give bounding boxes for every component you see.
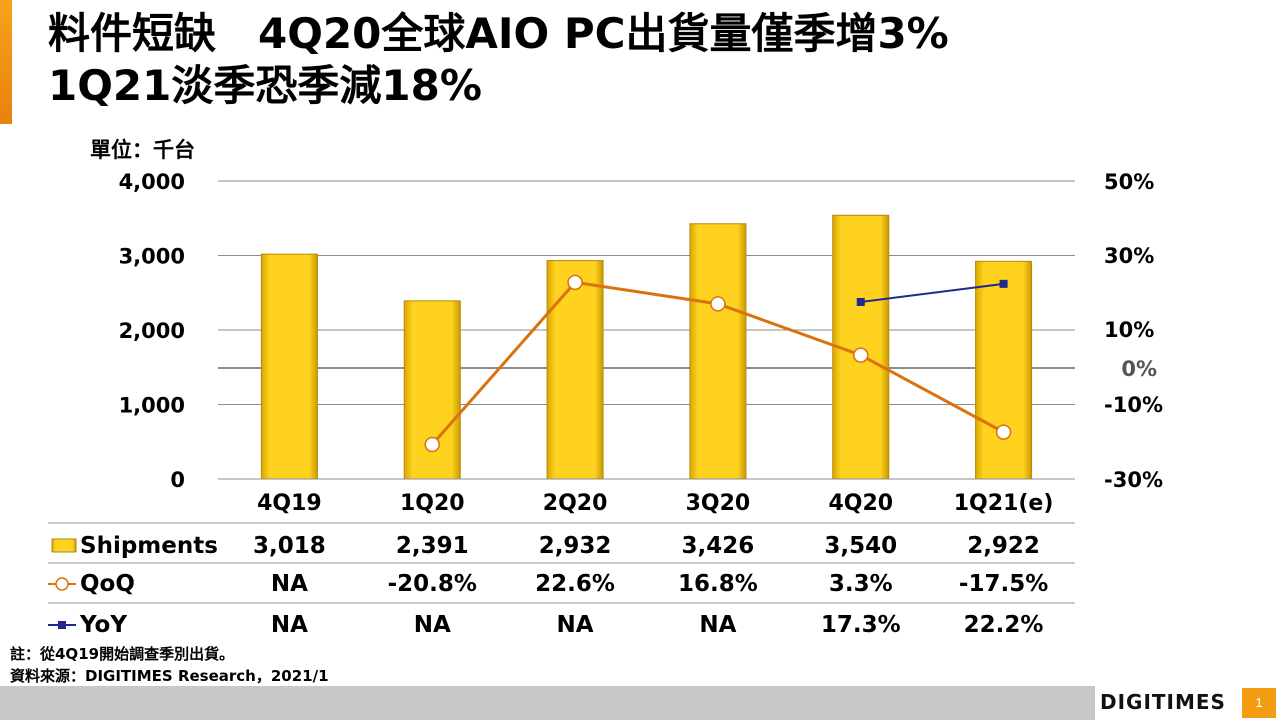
- data-label: 2,932: [539, 533, 612, 559]
- bar-shipments: [260, 253, 318, 480]
- category-label: 2Q20: [543, 491, 608, 516]
- accent-bar: [0, 0, 12, 124]
- right-tick-label: 0%: [1121, 357, 1157, 381]
- point-qoq: [995, 424, 1012, 440]
- point-qoq: [710, 296, 726, 312]
- data-label: 3.3%: [829, 571, 893, 597]
- page-number: 1: [1242, 688, 1276, 718]
- data-label: NA: [271, 612, 308, 638]
- right-tick-label: -30%: [1104, 468, 1163, 492]
- legend-label: YoY: [79, 612, 127, 638]
- footer-bar: [0, 686, 1095, 720]
- data-label: -20.8%: [388, 571, 477, 597]
- legend-label: QoQ: [80, 571, 135, 597]
- left-tick-label: 3,000: [119, 245, 185, 269]
- right-tick-label: 10%: [1104, 318, 1154, 342]
- point-qoq: [424, 436, 440, 453]
- data-label: NA: [699, 612, 736, 638]
- data-label: 2,922: [967, 533, 1040, 559]
- data-label: NA: [557, 612, 594, 638]
- right-tick-label: -10%: [1104, 393, 1163, 417]
- legend-marker-qoq: [55, 577, 69, 591]
- data-label: 3,540: [824, 533, 897, 559]
- left-tick-label: 4,000: [119, 170, 185, 194]
- data-label: 22.6%: [535, 571, 615, 597]
- title-line-2: 1Q21淡季恐季減18%: [48, 61, 482, 110]
- data-label: 17.3%: [821, 612, 901, 638]
- left-tick-label: 1,000: [119, 394, 185, 418]
- slide-title: 料件短缺 4Q20全球AIO PC出貨量僅季增3% 1Q21淡季恐季減18%: [48, 8, 949, 112]
- footnote: 註：從4Q19開始調查季別出貨。: [10, 645, 235, 663]
- left-tick-label: 0: [170, 468, 185, 492]
- bar-shipments: [689, 223, 747, 480]
- source-note: 資料來源：DIGITIMES Research，2021/1: [10, 667, 329, 685]
- bar-shipments: [975, 260, 1033, 480]
- point-qoq: [853, 347, 869, 363]
- category-label: 4Q19: [257, 491, 322, 516]
- point-qoq: [567, 274, 583, 291]
- right-tick-label: 50%: [1104, 170, 1154, 194]
- bar-shipments: [546, 260, 604, 480]
- data-label: NA: [271, 571, 308, 597]
- point-yoy: [999, 279, 1008, 288]
- unit-label: 單位：千台: [90, 138, 195, 162]
- data-label: 22.2%: [964, 612, 1044, 638]
- category-label: 3Q20: [686, 491, 751, 516]
- legend-key-shipments: [51, 538, 77, 553]
- point-yoy: [856, 297, 865, 306]
- left-tick-label: 2,000: [119, 319, 185, 343]
- brand-logo: DIGITIMES: [1100, 690, 1226, 714]
- category-label: 4Q20: [828, 491, 893, 516]
- bar-shipments: [403, 300, 461, 480]
- category-label: 1Q20: [400, 491, 465, 516]
- data-label: 3,018: [253, 533, 326, 559]
- category-label: 1Q21(e): [954, 491, 1054, 516]
- title-line-1: 料件短缺 4Q20全球AIO PC出貨量僅季增3%: [48, 9, 949, 58]
- chart: 4,000 3,000 2,000 1,000 0 50% 30% 10% 0% -10% -30%…: [48, 170, 1163, 638]
- series-line-yoy: [860, 282, 1004, 303]
- right-tick-label: 30%: [1104, 244, 1154, 268]
- data-label: 3,426: [682, 533, 755, 559]
- data-label: 16.8%: [678, 571, 758, 597]
- data-label: -17.5%: [959, 571, 1048, 597]
- legend-label: Shipments: [80, 533, 218, 559]
- data-label: 2,391: [396, 533, 469, 559]
- data-label: NA: [414, 612, 451, 638]
- legend-marker-yoy: [58, 621, 66, 629]
